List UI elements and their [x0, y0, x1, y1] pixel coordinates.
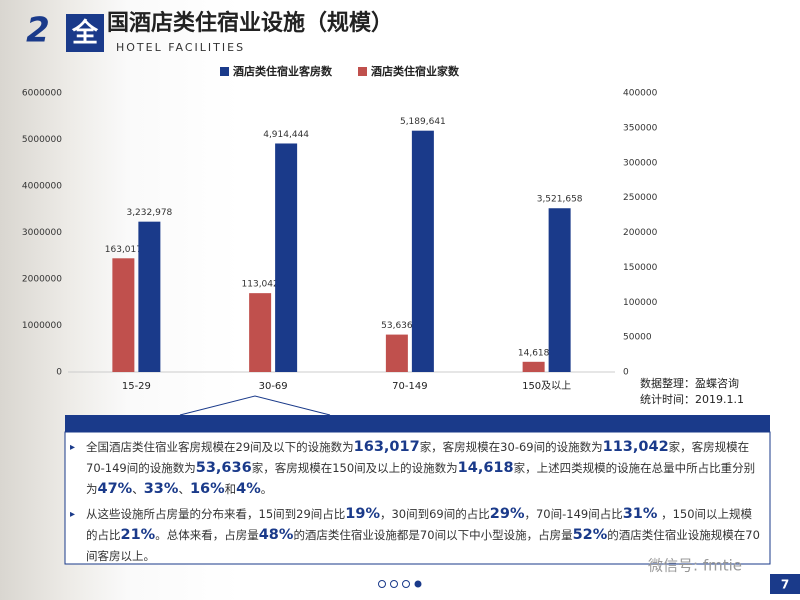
note-text: 和 — [224, 482, 237, 496]
y-tick-label: 4000000 — [22, 182, 62, 192]
callout — [179, 395, 331, 416]
note-highlight: 19% — [345, 506, 380, 522]
value-label: 4,914,444 — [263, 130, 309, 140]
value-label: 5,189,641 — [400, 117, 446, 127]
note-highlight: 47% — [97, 481, 133, 497]
note-text: 、 — [132, 482, 144, 496]
value-label: 3,521,658 — [537, 195, 583, 205]
y-tick-label: 1000000 — [22, 321, 62, 331]
note-text: 的酒店类住宿业设施规模在70间客房以上。 — [86, 528, 760, 563]
value-label: 14,618 — [518, 348, 550, 358]
note-text: 家，上述四类规模的设施在总量中所占比重分别为 — [86, 461, 756, 496]
bar — [548, 208, 571, 372]
value-label: 113,042 — [242, 280, 279, 290]
title-first-char: 全 — [71, 18, 99, 49]
legend-label: 酒店类住宿业客房数 — [233, 64, 333, 78]
page-number-bg — [770, 574, 800, 594]
value-label: 163,017 — [105, 245, 142, 255]
note-text: 。 — [260, 482, 273, 496]
note-highlight: 53,636 — [195, 460, 252, 476]
value-label: 3,232,978 — [126, 208, 172, 218]
bar — [112, 258, 135, 372]
note-text: 家，客房规模在70-149间的设施数为 — [86, 440, 750, 475]
note-text: 、 — [178, 482, 190, 496]
note-text: 家，客房规模在150间及以上的设施数为 — [251, 461, 458, 475]
y-tick-label: 3000000 — [22, 228, 62, 238]
note-highlight: 31% — [622, 506, 658, 522]
y2-tick-label: 50000 — [623, 333, 652, 343]
bar — [522, 361, 545, 372]
section-number: 2 — [26, 11, 50, 51]
note: 全国酒店类住宿业客房规模在29间及以下的设施数为163,017家，客房规模在30… — [70, 437, 760, 500]
page-dot[interactable] — [378, 580, 386, 588]
legend-label: 酒店类住宿业家数 — [371, 64, 460, 78]
note-highlight: 29% — [489, 506, 525, 522]
note-text: 家，客房规模在30-69间的设施数为 — [419, 440, 603, 454]
x-tick-label: 70-149 — [392, 381, 427, 392]
note-highlight: 33% — [143, 481, 179, 497]
y2-tick-label: 200000 — [623, 228, 658, 238]
note-highlight: 52% — [572, 527, 608, 543]
x-tick-label: 30-69 — [259, 381, 288, 392]
note-text: 的酒店类住宿业设施都是70间以下中小型设施，占房量 — [293, 528, 573, 542]
note-text: ，150间以上规模的占比 — [86, 507, 753, 542]
y2-tick-label: 350000 — [623, 123, 658, 133]
title: 国酒店类住宿业设施（规模） — [107, 10, 393, 36]
note-text: 全国酒店类住宿业客房规模在29间及以下的设施数为 — [86, 440, 354, 454]
note-highlight: 113,042 — [602, 439, 669, 455]
y-tick-label: 6000000 — [22, 89, 62, 99]
note-text: ，30间到69间的占比 — [379, 507, 490, 521]
page-number: 7 — [781, 578, 789, 592]
bar — [138, 221, 161, 372]
bar — [411, 130, 434, 372]
note-highlight: 21% — [120, 527, 156, 543]
subtitle: HOTEL FACILITIES — [116, 41, 245, 54]
note-highlight: 163,017 — [353, 439, 420, 455]
bar — [385, 334, 408, 372]
x-tick-label: 150及以上 — [522, 380, 571, 392]
bar — [249, 293, 272, 372]
y2-tick-label: 300000 — [623, 158, 658, 168]
notes: 全国酒店类住宿业客房规模在29间及以下的设施数为163,017家，客房规模在30… — [70, 437, 760, 571]
y2-tick-label: 100000 — [623, 298, 658, 308]
x-tick-label: 15-29 — [122, 381, 151, 392]
y2-tick-label: 150000 — [623, 263, 658, 273]
note-highlight: 4% — [236, 481, 261, 497]
page-dot-active[interactable] — [414, 580, 422, 588]
y2-tick-label: 0 — [623, 368, 629, 378]
note-highlight: 14,618 — [457, 460, 514, 476]
y-tick-label: 0 — [56, 368, 62, 378]
notes-header-bar — [65, 415, 770, 432]
y-tick-label: 2000000 — [22, 275, 62, 285]
legend-swatch — [220, 67, 229, 76]
note: 从这些设施所占房量的分布来看，15间到29间占比19%，30间到69间的占比29… — [70, 504, 760, 567]
page-dot[interactable] — [390, 580, 398, 588]
y2-tick-label: 250000 — [623, 193, 658, 203]
source: 数据整理：盈蝶咨询 — [640, 376, 739, 390]
note-text: 从这些设施所占房量的分布来看，15间到29间占比 — [86, 507, 346, 521]
title-box — [66, 14, 104, 52]
legend-swatch — [358, 67, 367, 76]
date: 统计时间：2019.1.1 — [640, 393, 744, 406]
note-text: ，70间-149间占比 — [524, 507, 623, 521]
note-highlight: 48% — [258, 527, 294, 543]
note-text: 。总体来看，占房量 — [155, 528, 259, 542]
bar — [275, 143, 298, 372]
note-highlight: 16% — [189, 481, 225, 497]
page-dot[interactable] — [402, 580, 410, 588]
value-label: 53,636 — [381, 321, 413, 331]
y-tick-label: 5000000 — [22, 135, 62, 145]
y2-tick-label: 400000 — [623, 89, 658, 99]
